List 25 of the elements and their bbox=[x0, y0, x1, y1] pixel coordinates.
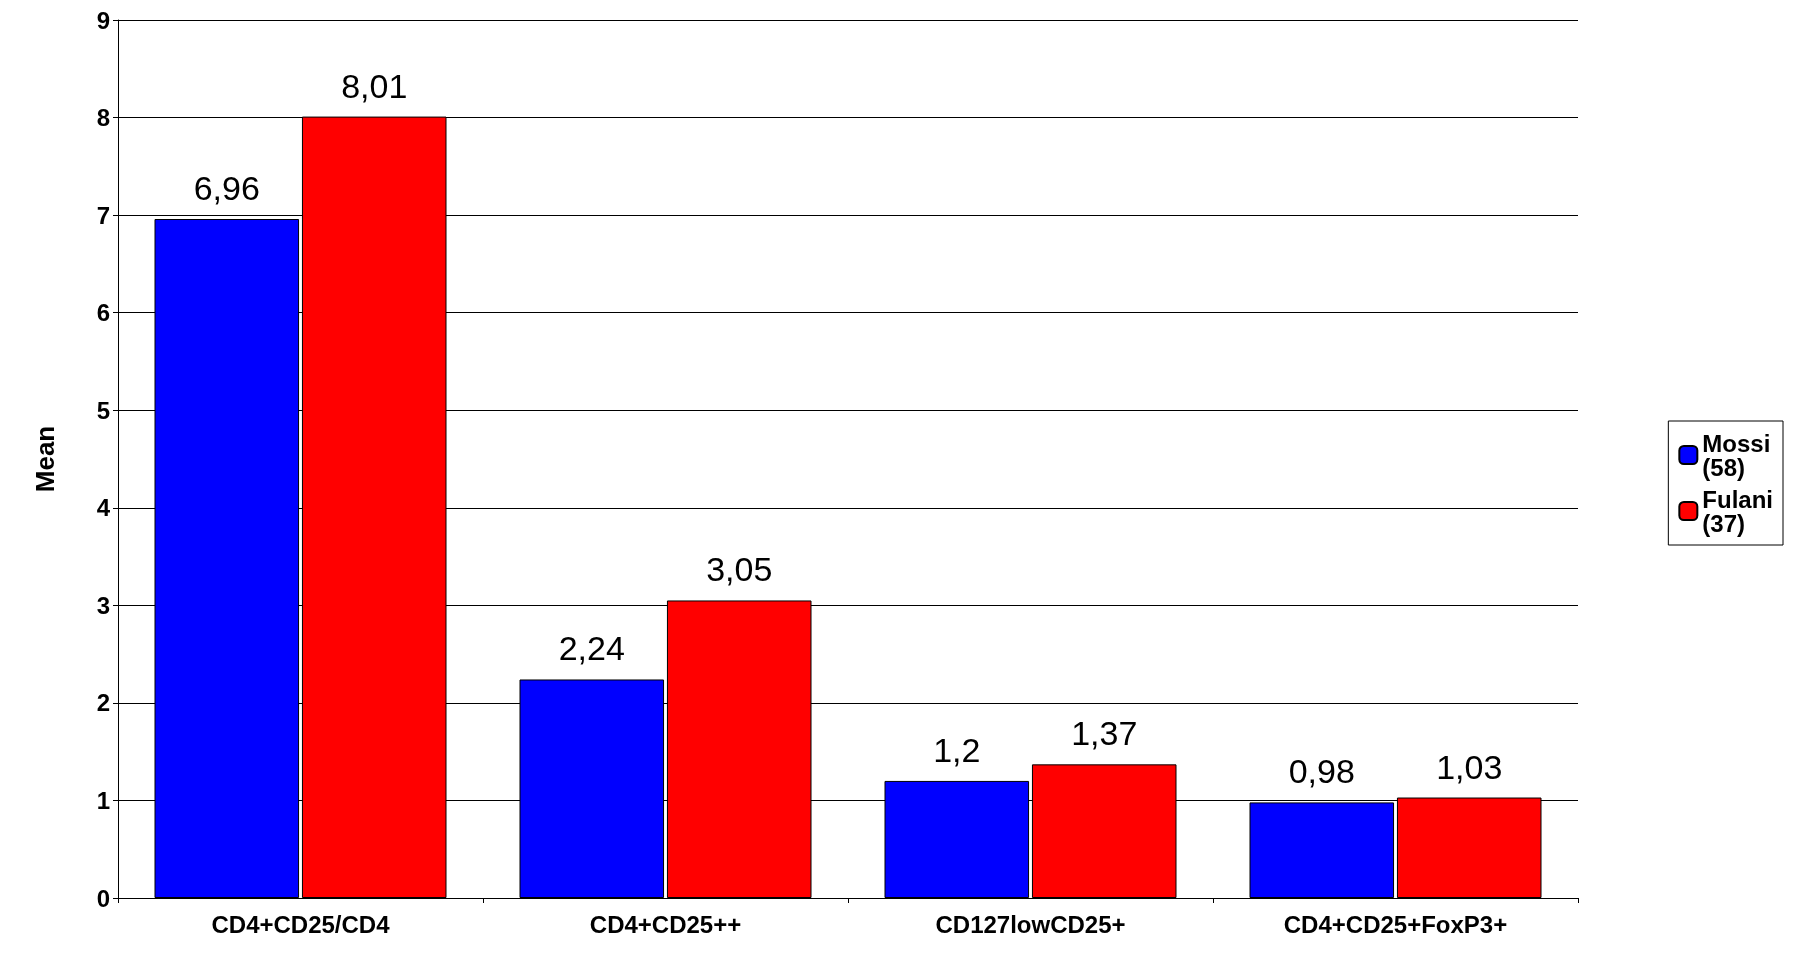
y-tick-label: 9 bbox=[96, 6, 110, 34]
y-axis-title: Mean bbox=[30, 425, 60, 493]
y-tick-label: 7 bbox=[96, 201, 110, 229]
y-tick-label: 2 bbox=[96, 689, 110, 717]
legend-label: Fulani (37) bbox=[1702, 485, 1774, 537]
x-tick-label: CD127lowCD25+ bbox=[935, 910, 1126, 938]
y-tick-label: 0 bbox=[96, 884, 110, 912]
data-label: 1,37 bbox=[1071, 714, 1138, 753]
data-label: 6,96 bbox=[193, 169, 260, 208]
data-label: 1,2 bbox=[933, 730, 981, 769]
data-label: 3,05 bbox=[706, 550, 773, 589]
y-tick-label: 8 bbox=[96, 104, 110, 132]
data-label: 8,01 bbox=[341, 66, 408, 105]
legend-label: Mossi (58) bbox=[1702, 429, 1771, 481]
y-tick-label: 4 bbox=[96, 494, 111, 522]
data-label: 2,24 bbox=[558, 629, 625, 668]
data-label: 1,03 bbox=[1436, 747, 1503, 786]
x-tick-label: CD4+CD25++ bbox=[589, 910, 742, 938]
x-tick-label: CD4+CD25/CD4 bbox=[211, 910, 391, 938]
y-tick-label: 6 bbox=[96, 299, 110, 327]
x-tick-label: CD4+CD25+FoxP3+ bbox=[1283, 910, 1508, 938]
data-label: 0,98 bbox=[1288, 752, 1355, 791]
y-tick-label: 1 bbox=[96, 786, 110, 814]
y-tick-label: 5 bbox=[96, 396, 110, 424]
y-tick-label: 3 bbox=[96, 591, 110, 619]
